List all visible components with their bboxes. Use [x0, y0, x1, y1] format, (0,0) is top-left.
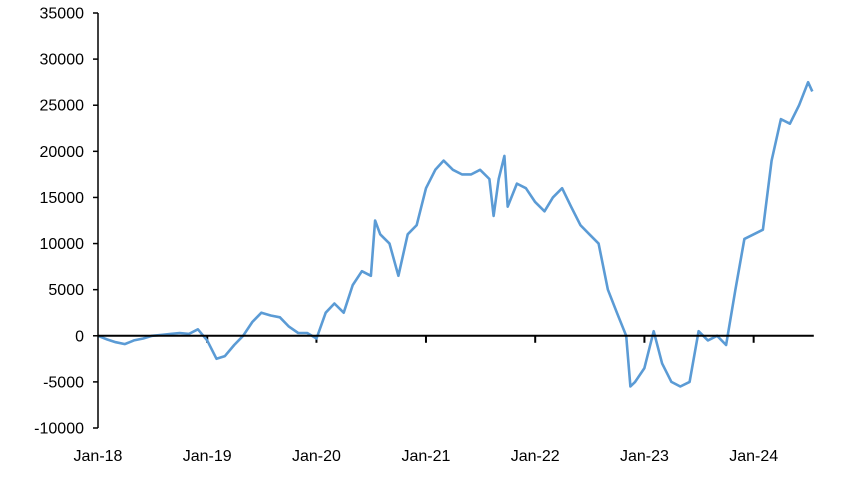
x-tick-label: Jan-19: [183, 448, 232, 465]
y-tick-label: 35000: [40, 6, 85, 23]
x-tick-label: Jan-20: [292, 448, 341, 465]
y-tick-label: 25000: [40, 98, 85, 115]
x-tick-label: Jan-21: [402, 448, 451, 465]
y-tick-label: 15000: [40, 190, 85, 207]
x-tick-label: Jan-22: [511, 448, 560, 465]
y-tick-label: 10000: [40, 236, 85, 253]
x-tick-label: Jan-18: [74, 448, 123, 465]
y-tick-label: 0: [75, 328, 84, 345]
y-tick-label: 30000: [40, 52, 85, 69]
x-tick-label: Jan-23: [620, 448, 669, 465]
y-axis-ticks: -10000 -5000 0 5000 10000 15000 20000 25000 3000…: [34, 6, 98, 438]
x-tick-label: Jan-24: [729, 448, 778, 465]
y-tick-label: -5000: [43, 374, 84, 391]
x-axis-ticks: Jan-18 Jan-19 Jan-20 Jan-21 Jan-22 Jan-23 Jan-…: [74, 335, 778, 465]
y-tick-label: -10000: [34, 421, 84, 438]
y-tick-label: 5000: [48, 282, 84, 299]
y-tick-label: 20000: [40, 144, 85, 161]
series-line: [97, 80, 814, 388]
